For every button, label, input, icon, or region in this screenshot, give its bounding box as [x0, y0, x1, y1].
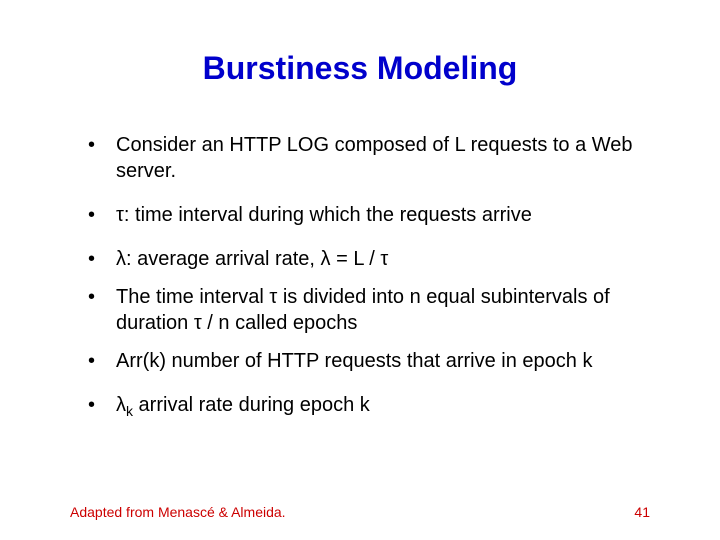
greek-tau: τ — [380, 248, 388, 270]
bullet-item: Arr(k) number of HTTP requests that arri… — [88, 348, 650, 374]
bullet-item: The time interval τ is divided into n eq… — [88, 284, 650, 336]
greek-lambda: λ — [116, 248, 126, 270]
bullet-list: Consider an HTTP LOG composed of L reque… — [70, 132, 650, 420]
bullet-item: λk arrival rate during epoch k — [88, 392, 650, 420]
bullet-text: The time interval — [116, 286, 269, 308]
bullet-text: : time interval during which the request… — [124, 204, 532, 226]
bullet-item: λ: average arrival rate, λ = L / τ — [88, 246, 650, 272]
greek-tau: τ — [116, 204, 124, 226]
footer-attribution: Adapted from Menascé & Almeida. — [70, 504, 286, 520]
greek-lambda: λ — [321, 248, 331, 270]
bullet-item: τ: time interval during which the reques… — [88, 202, 650, 228]
subscript-k: k — [126, 403, 133, 419]
bullet-text: = L / — [331, 248, 381, 270]
page-number: 41 — [634, 504, 650, 520]
bullet-text: Arr(k) number of HTTP requests that arri… — [116, 350, 592, 372]
greek-tau: τ — [194, 312, 202, 334]
slide: Burstiness Modeling Consider an HTTP LOG… — [0, 0, 720, 540]
bullet-text: / n called epochs — [202, 312, 358, 334]
greek-lambda: λ — [116, 394, 126, 416]
bullet-text: Consider an HTTP LOG composed of L reque… — [116, 134, 633, 182]
bullet-text: : average arrival rate, — [126, 248, 321, 270]
bullet-text: arrival rate during epoch k — [133, 394, 370, 416]
slide-title: Burstiness Modeling — [70, 50, 650, 87]
bullet-item: Consider an HTTP LOG composed of L reque… — [88, 132, 650, 184]
footer: Adapted from Menascé & Almeida. 41 — [70, 504, 650, 520]
